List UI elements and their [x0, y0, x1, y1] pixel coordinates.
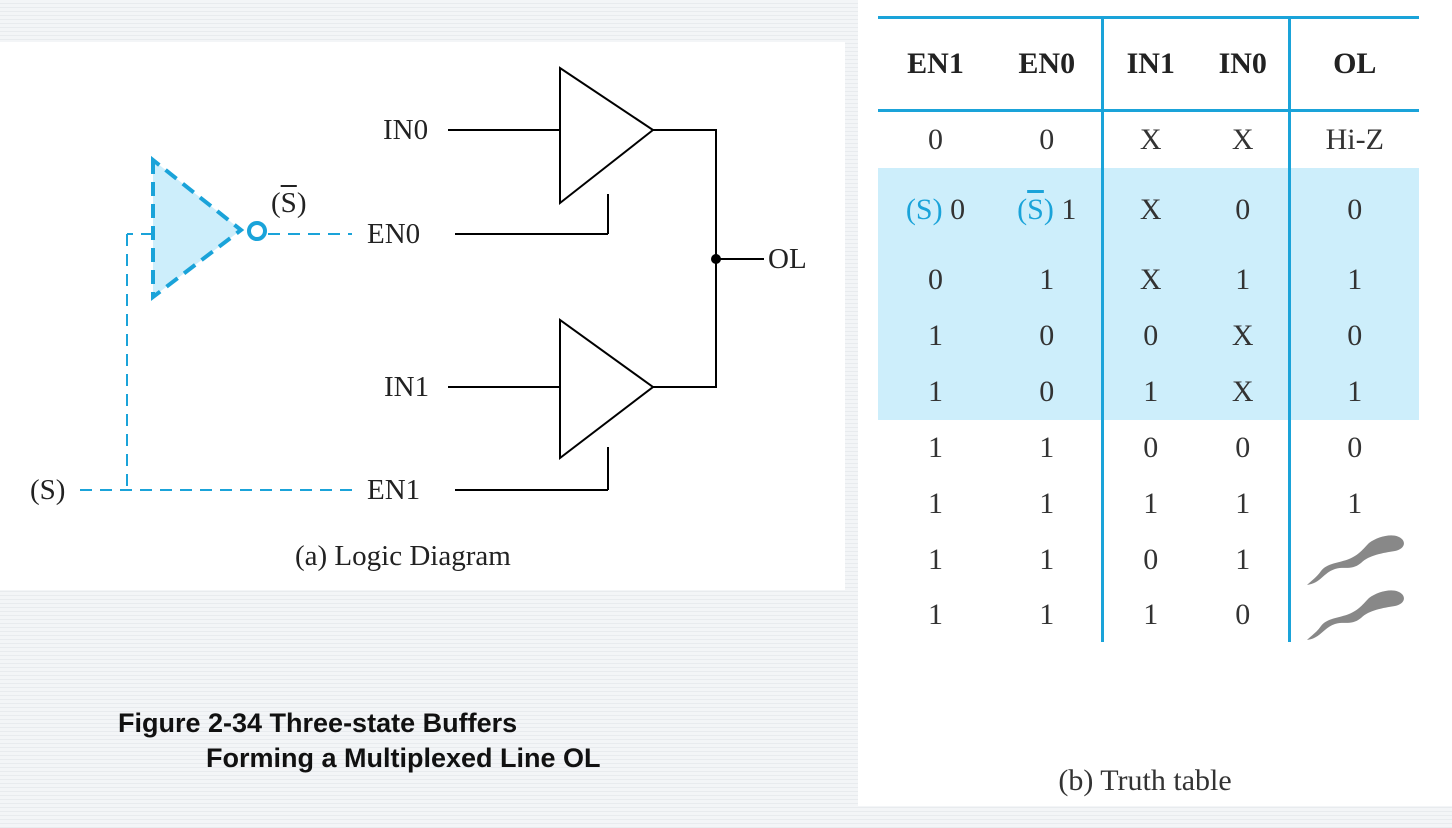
cell-en0: 1 — [1039, 431, 1055, 464]
cell-in0: 0 — [1235, 431, 1251, 464]
cell-in1: 1 — [1100, 588, 1198, 642]
s-input-label: (S) — [30, 474, 66, 506]
smoke-icon — [1306, 535, 1404, 585]
cell-ol: Hi-Z — [1287, 110, 1419, 168]
truth-table-caption: (b) Truth table — [1058, 764, 1232, 797]
cell-in0: 0 — [1198, 168, 1289, 252]
buffer-0 — [559, 66, 655, 206]
dashed-inverter — [151, 155, 245, 302]
cell-in0: 0 — [1235, 598, 1251, 631]
inverter-bubble — [247, 221, 267, 241]
cell-en1: (S) 0 — [878, 168, 993, 252]
cell-ol — [1287, 532, 1419, 588]
table-row-highlighted: 0 1 X 1 1 — [878, 252, 1419, 308]
in1-label: IN1 — [384, 371, 430, 403]
table-row: 1 1 0 0 0 — [878, 420, 1419, 476]
cell-in0: 1 — [1198, 252, 1289, 308]
s-bar-letter: S — [1027, 193, 1044, 226]
cell-en0: 0 — [1039, 123, 1055, 156]
cell-en1-value: 0 — [950, 193, 966, 226]
truth-table: EN1 EN0 IN1 IN0 OL 0 0 X X Hi-Z (S) 0 (S… — [878, 16, 1419, 642]
header-in1: IN1 — [1100, 17, 1198, 112]
output-bus-wire — [653, 129, 717, 388]
en0-label: EN0 — [367, 218, 421, 250]
table-row-highlighted: 1 0 1 X 1 — [878, 364, 1419, 420]
cell-ol: 1 — [1287, 252, 1419, 308]
cell-en0-value: 1 — [1061, 193, 1077, 226]
cell-ol: 0 — [1287, 168, 1419, 252]
cell-en0: 1 — [1039, 598, 1055, 631]
cell-en1: 0 — [878, 252, 993, 308]
figure-caption: Figure 2-34 Three-state Buffers Forming … — [118, 706, 601, 776]
cell-ol: 1 — [1287, 476, 1419, 532]
diagram-caption: (a) Logic Diagram — [295, 540, 511, 572]
cell-in0: X — [1198, 364, 1289, 420]
cell-en1: 1 — [928, 431, 943, 464]
smoke-icon — [1306, 590, 1404, 640]
s-bar-label: (S) — [271, 187, 307, 219]
table-row: 1 1 1 0 — [878, 588, 1419, 642]
cell-en1: 1 — [928, 598, 943, 631]
table-row: 1 1 1 1 1 — [878, 476, 1419, 532]
truth-table-panel: EN1 EN0 IN1 IN0 OL 0 0 X X Hi-Z (S) 0 (S… — [858, 0, 1452, 806]
cell-en0: (S) 1 — [993, 168, 1102, 252]
cell-ol: 1 — [1287, 364, 1419, 420]
cell-en1: 1 — [928, 487, 943, 520]
header-en0: EN0 — [993, 17, 1102, 112]
cell-en1: 1 — [878, 364, 993, 420]
table-row-highlighted: 1 0 0 X 0 — [878, 308, 1419, 364]
cell-in0: 1 — [1235, 487, 1251, 520]
table-row-highlighted: (S) 0 (S) 1 X 0 0 — [878, 168, 1419, 252]
cell-en0: 0 — [993, 308, 1102, 364]
figure-caption-line1: Figure 2-34 Three-state Buffers — [118, 708, 518, 738]
cell-in0: X — [1231, 123, 1254, 156]
table-row: 0 0 X X Hi-Z — [878, 110, 1419, 168]
junction-dot — [711, 254, 721, 264]
s-bar-prefix: (S) — [1017, 193, 1054, 226]
truth-table-header-row: EN1 EN0 IN1 IN0 OL — [878, 17, 1419, 112]
cell-in1: 0 — [1100, 420, 1198, 476]
cell-ol: 0 — [1287, 420, 1419, 476]
cell-in0: X — [1198, 308, 1289, 364]
cell-in1: 0 — [1100, 532, 1198, 588]
header-in0: IN0 — [1198, 17, 1289, 112]
cell-in1: X — [1100, 168, 1198, 252]
s-bar-letter: S — [280, 187, 297, 219]
cell-en0: 1 — [993, 252, 1102, 308]
cell-en1: 1 — [878, 308, 993, 364]
figure-caption-line2: Forming a Multiplexed Line OL — [206, 743, 601, 773]
cell-in0: 1 — [1235, 543, 1251, 576]
s-prefix: (S) — [905, 193, 943, 226]
cell-en1: 0 — [928, 123, 943, 156]
cell-en0: 1 — [1039, 543, 1055, 576]
cell-in1: X — [1100, 252, 1198, 308]
cell-en0: 0 — [993, 364, 1102, 420]
table-row: 1 1 0 1 — [878, 532, 1419, 588]
in0-label: IN0 — [383, 114, 429, 146]
cell-in1: 0 — [1100, 308, 1198, 364]
logic-diagram — [80, 66, 764, 491]
logic-diagram-panel: IN0 EN0 IN1 EN1 OL (S) (S) (a) Logic Dia… — [0, 42, 845, 590]
cell-in1: X — [1100, 110, 1198, 168]
cell-en0: 1 — [1039, 487, 1055, 520]
en1-label: EN1 — [367, 474, 421, 506]
cell-en1: 1 — [928, 543, 943, 576]
header-ol: OL — [1287, 17, 1419, 112]
header-en1: EN1 — [878, 17, 993, 112]
cell-in1: 1 — [1100, 476, 1198, 532]
cell-ol: 0 — [1287, 308, 1419, 364]
ol-label: OL — [768, 243, 807, 275]
cell-in1: 1 — [1100, 364, 1198, 420]
cell-ol — [1287, 588, 1419, 642]
buffer-1 — [559, 318, 655, 461]
